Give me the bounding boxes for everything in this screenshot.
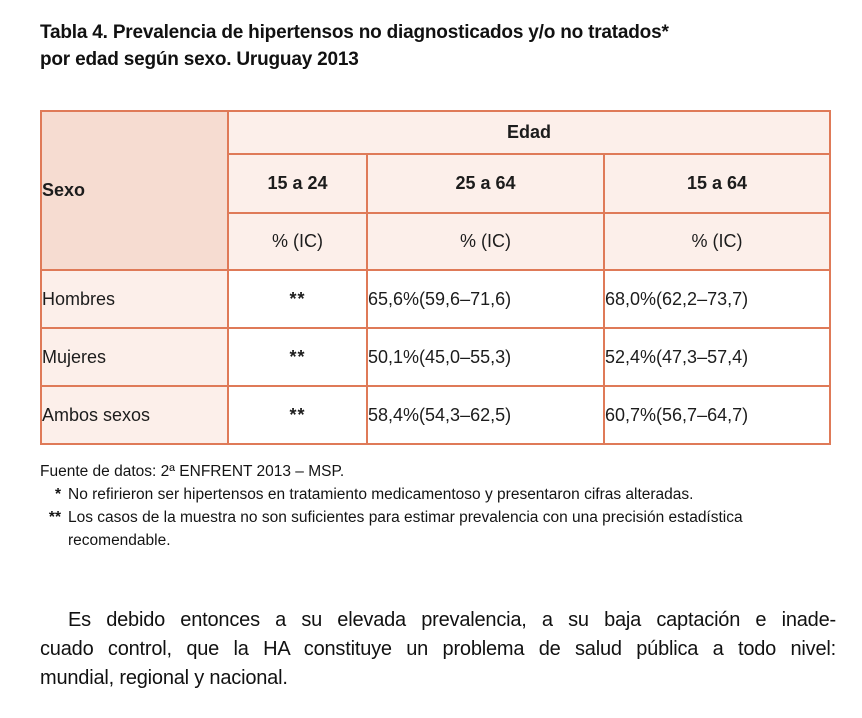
footnote-marker-2: ** (48, 509, 61, 526)
table-caption-line-2: por edad según sexo. Uruguay 2013 (40, 49, 359, 70)
data-source-note: Fuente de datos: 2ª ENFRENT 2013 – MSP. (40, 463, 345, 480)
body-paragraph: Es debido entonces a su elevada prevalen… (40, 606, 836, 693)
unit-header-2: % (IC) (366, 212, 605, 271)
row-label-mujeres: Mujeres (40, 327, 229, 387)
col-header-15a64: 15 a 64 (602, 153, 832, 214)
footnotes-block: Fuente de datos: 2ª ENFRENT 2013 – MSP. … (40, 460, 840, 552)
cell-hombres-25a64: 65,6%(59,6–71,6) (366, 269, 605, 329)
cell-hombres-15a64: 68,0%(62,2–73,7) (602, 269, 832, 329)
cell-ambos-15a64: 60,7%(56,7–64,7) (602, 385, 832, 445)
paragraph-line-2: cuado control, que la HA constituye un p… (40, 638, 836, 660)
cell-ambos-15a24: ** (227, 385, 368, 445)
corner-header-sexo: Sexo (40, 110, 229, 271)
cell-mujeres-25a64: 50,1%(45,0–55,3) (366, 327, 605, 387)
cell-hombres-15a24: ** (227, 269, 368, 329)
footnote-text-1: No refirieron ser hipertensos en tratami… (68, 486, 694, 503)
cell-mujeres-15a24: ** (227, 327, 368, 387)
table-container: Sexo Edad 15 a 24 25 a 64 15 a 64 % (IC)… (40, 110, 836, 445)
footnote-text-2: Los casos de la muestra no son suficient… (68, 509, 743, 549)
cell-ambos-25a64: 58,4%(54,3–62,5) (366, 385, 605, 445)
footnote-double-asterisk: ** Los casos de la muestra no son sufici… (40, 506, 840, 552)
unit-header-3: % (IC) (602, 212, 832, 271)
footnote-single-asterisk: * No refirieron ser hipertensos en trata… (40, 483, 840, 506)
table-row-mujeres: Mujeres ** 50,1%(45,0–55,3) 52,4%(47,3–5… (40, 327, 832, 387)
row-label-hombres: Hombres (40, 269, 229, 329)
footnote-marker-1: * (54, 486, 61, 503)
table-row-hombres: Hombres ** 65,6%(59,6–71,6) 68,0%(62,2–7… (40, 269, 832, 329)
document-page: Tabla 4. Prevalencia de hipertensos no d… (40, 19, 840, 693)
prevalence-table: Sexo Edad 15 a 24 25 a 64 15 a 64 % (IC)… (40, 110, 832, 445)
unit-header-1: % (IC) (227, 212, 368, 271)
table-caption-line-1: Tabla 4. Prevalencia de hipertensos no d… (40, 22, 669, 43)
paragraph-line-3: mundial, regional y nacional. (40, 667, 288, 689)
cell-mujeres-15a64: 52,4%(47,3–57,4) (602, 327, 832, 387)
row-label-ambos-sexos: Ambos sexos (40, 385, 229, 445)
paragraph-line-1: Es debido entonces a su elevada prevalen… (68, 609, 836, 631)
col-header-15a24: 15 a 24 (227, 153, 368, 214)
table-caption: Tabla 4. Prevalencia de hipertensos no d… (40, 19, 836, 73)
col-header-25a64: 25 a 64 (366, 153, 605, 214)
table-row-ambos-sexos: Ambos sexos ** 58,4%(54,3–62,5) 60,7%(56… (40, 385, 832, 445)
group-header-edad: Edad (226, 110, 832, 155)
